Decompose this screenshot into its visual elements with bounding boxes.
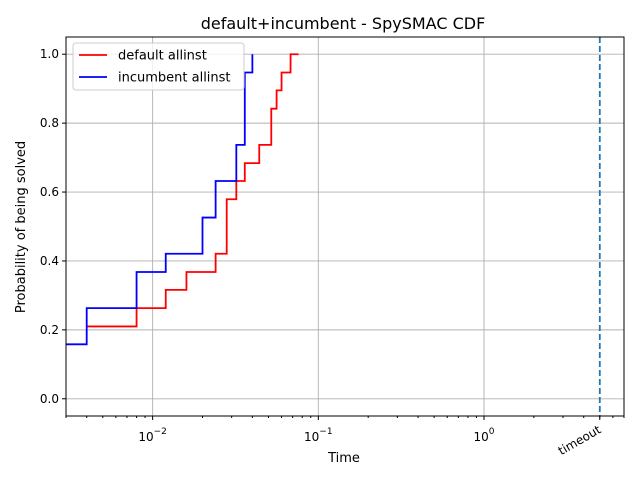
chart-title: default+incumbent - SpySMAC CDF (201, 14, 486, 33)
series-line-default (86, 53, 299, 328)
grid-layer (66, 37, 624, 416)
legend: default allinst incumbent allinst (72, 42, 245, 91)
y-tick-label: 0.4 (40, 254, 59, 268)
y-tick-label: 0.0 (40, 392, 59, 406)
y-tick-label: 0.2 (40, 323, 59, 337)
x-tick-label: 10−2 (138, 427, 167, 444)
series-layer (66, 53, 299, 346)
x-tick-label: 100 (473, 427, 494, 444)
y-tick-label: 0.6 (40, 185, 59, 199)
plot-frame (65, 36, 625, 417)
legend-label-default: default allinst (118, 49, 207, 64)
x-tick-label: 10−1 (304, 427, 333, 444)
y-tick-label: 0.8 (40, 116, 59, 130)
legend-label-incumbent: incumbent allinst (118, 71, 231, 86)
x-axis-label: Time (327, 451, 360, 466)
y-tick-label: 1.0 (40, 47, 59, 61)
legend-box (72, 42, 245, 91)
y-axis-label: Probability of being solved (14, 141, 29, 313)
series-line-incumbent (66, 54, 254, 346)
